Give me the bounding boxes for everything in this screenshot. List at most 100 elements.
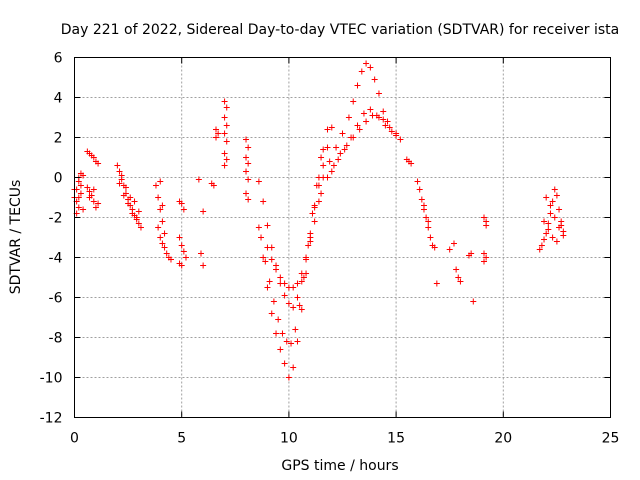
data-point: [273, 266, 280, 273]
data-point: [197, 250, 204, 257]
data-point: [167, 256, 174, 263]
y-tick-label: -8: [49, 331, 63, 347]
data-point: [135, 220, 142, 227]
data-point: [543, 230, 550, 237]
data-point: [354, 122, 361, 129]
data-point: [221, 150, 228, 157]
data-point: [157, 178, 164, 185]
plot-frame: [74, 57, 611, 418]
y-tick-label: 2: [54, 131, 63, 147]
x-tick-label: 15: [387, 431, 405, 447]
data-point: [255, 224, 262, 231]
series-cluster-22h: [536, 186, 567, 253]
series-cluster-16h: [403, 156, 436, 249]
data-point: [549, 234, 556, 241]
data-point: [137, 224, 144, 231]
data-point: [180, 248, 187, 255]
data-point: [360, 110, 367, 117]
data-point: [367, 106, 374, 113]
series-cluster-08h: [243, 136, 252, 203]
data-point: [560, 232, 567, 239]
grid-lines: [74, 57, 611, 418]
data-point: [159, 240, 166, 247]
data-point: [277, 274, 284, 281]
data-point: [393, 130, 400, 137]
data-point: [408, 160, 415, 167]
data-point: [210, 182, 217, 189]
data-point: [120, 192, 127, 199]
data-point: [470, 298, 477, 305]
data-point: [446, 246, 453, 253]
data-point: [363, 118, 370, 125]
data-point: [264, 284, 271, 291]
data-point: [307, 230, 314, 237]
y-axis-label: SDTVAR / TECUs: [8, 180, 24, 295]
data-point: [549, 198, 556, 205]
data-point: [363, 60, 370, 67]
data-point: [215, 130, 222, 137]
data-point: [320, 146, 327, 153]
data-point: [285, 374, 292, 381]
data-point: [86, 188, 93, 195]
data-point: [367, 64, 374, 71]
data-point: [541, 218, 548, 225]
data-point: [481, 258, 488, 265]
data-point: [118, 172, 125, 179]
data-point: [386, 124, 393, 131]
data-point: [223, 156, 230, 163]
data-point: [397, 136, 404, 143]
data-point: [311, 204, 318, 211]
data-point: [547, 210, 554, 217]
data-point: [371, 76, 378, 83]
data-point: [425, 224, 432, 231]
data-point: [86, 194, 93, 201]
y-tick-label: 6: [54, 51, 63, 67]
data-point: [152, 182, 159, 189]
data-point: [279, 330, 286, 337]
data-point: [223, 138, 230, 145]
data-point: [350, 98, 357, 105]
data-point: [296, 302, 303, 309]
data-point: [343, 142, 350, 149]
data-point: [159, 218, 166, 225]
data-point: [80, 206, 87, 213]
data-point: [221, 114, 228, 121]
data-point: [558, 222, 565, 229]
data-point: [551, 214, 558, 221]
data-point: [303, 256, 310, 263]
data-point: [95, 200, 102, 207]
data-point: [298, 270, 305, 277]
data-point: [122, 184, 129, 191]
data-point: [416, 186, 423, 193]
data-point: [483, 254, 490, 261]
data-point: [298, 278, 305, 285]
data-point: [315, 182, 322, 189]
series-cluster-01h: [84, 148, 102, 211]
y-tick-label: -10: [40, 371, 63, 387]
data-point: [245, 196, 252, 203]
data-point: [318, 190, 325, 197]
x-tick-label: 10: [280, 431, 298, 447]
y-tick-label: -2: [49, 211, 63, 227]
y-tick-label: -4: [49, 251, 63, 267]
data-point: [75, 194, 82, 201]
y-tick-label: 0: [54, 171, 63, 187]
data-point: [264, 244, 271, 251]
data-point: [455, 274, 462, 281]
data-point: [270, 298, 277, 305]
data-point: [311, 218, 318, 225]
data-point: [127, 194, 134, 201]
data-point: [324, 174, 331, 181]
data-point: [315, 198, 322, 205]
data-point: [221, 130, 228, 137]
data-point: [298, 306, 305, 313]
data-point: [545, 220, 552, 227]
data-point: [553, 238, 560, 245]
x-tick-label: 5: [177, 431, 186, 447]
data-point: [307, 238, 314, 245]
x-axis-label: GPS time / hours: [281, 458, 398, 474]
series-trough-outer: [255, 126, 331, 381]
data-point: [161, 244, 168, 251]
data-point: [77, 182, 84, 189]
data-point: [538, 242, 545, 249]
